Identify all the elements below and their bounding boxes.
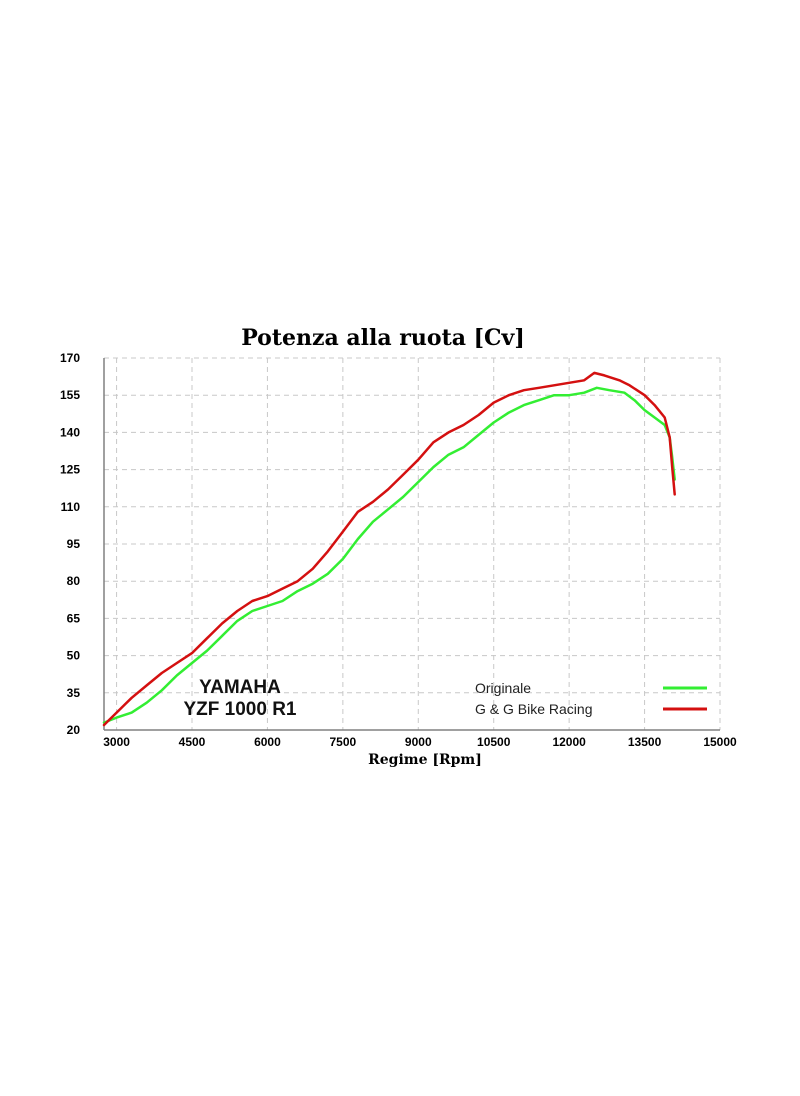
y-tick-label-2: 50 <box>67 649 81 663</box>
legend: Originale G & G Bike Racing <box>475 680 707 717</box>
x-tick-label-1: 4500 <box>179 735 206 749</box>
y-tick-label-6: 110 <box>61 500 81 514</box>
x-tick-label-6: 12000 <box>552 735 586 749</box>
y-tick-label-3: 65 <box>67 611 81 625</box>
x-tick-labels: 3000 4500 6000 7500 9000 10500 12000 13500 15000 <box>103 735 737 749</box>
x-tick-label-5: 10500 <box>477 735 511 749</box>
grid <box>104 357 721 730</box>
y-tick-label-7: 125 <box>60 463 80 477</box>
y-tick-label-4: 80 <box>67 574 81 588</box>
x-tick-label-2: 6000 <box>254 735 281 749</box>
x-tick-label-8: 15000 <box>703 735 737 749</box>
y-tick-label-10: 170 <box>60 351 80 365</box>
legend-label-0: Originale <box>475 680 531 696</box>
y-tick-label-0: 20 <box>67 723 81 737</box>
series-line-0 <box>102 386 676 724</box>
y-tick-label-5: 95 <box>67 537 81 551</box>
x-tick-label-7: 13500 <box>628 735 662 749</box>
legend-label-1: G & G Bike Racing <box>475 701 593 717</box>
series-line-1 <box>102 371 676 727</box>
y-tick-label-9: 155 <box>60 388 80 402</box>
x-tick-label-4: 9000 <box>405 735 432 749</box>
series-lines <box>102 371 676 727</box>
model-label-line2: YZF 1000 R1 <box>184 699 297 720</box>
x-tick-label-0: 3000 <box>103 735 130 749</box>
y-tick-labels: 20 35 50 65 80 95 110 125 140 155 170 <box>60 351 80 737</box>
x-axis-label: Regime [Rpm] <box>368 752 482 768</box>
y-tick-label-8: 140 <box>60 425 80 439</box>
x-tick-label-3: 7500 <box>330 735 357 749</box>
model-label-line1: YAMAHA <box>199 677 281 698</box>
chart-title: Potenza alla ruota [Cv] <box>241 325 525 351</box>
y-tick-label-1: 35 <box>67 686 81 700</box>
